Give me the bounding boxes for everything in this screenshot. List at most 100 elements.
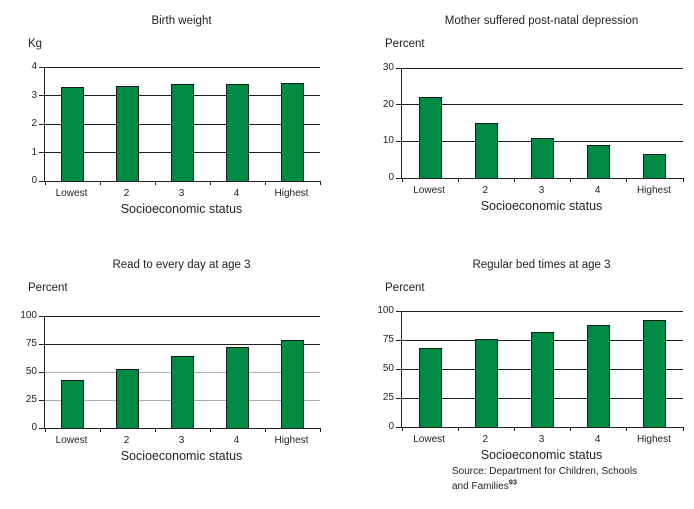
x-tick	[626, 427, 628, 431]
x-category-label: 2	[482, 185, 489, 196]
y-tick	[396, 177, 402, 179]
bar-2	[474, 123, 498, 178]
bar-4	[587, 324, 611, 427]
y-tick	[396, 104, 402, 106]
x-tick	[209, 181, 211, 185]
x-category-label: Highest	[636, 434, 671, 445]
y-tick	[396, 397, 402, 399]
chart-post-natal-depression: Mother suffered post-natal depression Pe…	[347, 8, 694, 243]
source-note-superscript: 93	[508, 477, 518, 487]
x-category-labels: Lowest 2 3 4 Highest	[401, 434, 682, 447]
y-tick	[396, 426, 402, 428]
y-tick-label: 0	[388, 172, 394, 183]
x-tick	[457, 178, 459, 182]
x-category-label: Highest	[274, 435, 309, 446]
gridline	[45, 343, 320, 345]
chart-title: Mother suffered post-natal depression	[444, 15, 639, 27]
chart-title: Read to every day at age 3	[112, 259, 251, 271]
x-tick	[44, 181, 46, 185]
x-category-label: 3	[178, 188, 185, 199]
bar-highest	[281, 339, 304, 428]
x-axis-title: Socioeconomic status	[480, 199, 603, 213]
plot-area: 0 10 20 30	[383, 62, 684, 183]
source-note-line1: Source: Department for Children, Schools	[452, 466, 638, 477]
y-tick	[396, 67, 402, 69]
x-tick	[319, 428, 321, 432]
bar-2	[474, 338, 498, 427]
bar-3	[171, 84, 194, 181]
x-category-label: Highest	[636, 185, 671, 196]
y-tick-label: 10	[382, 135, 394, 147]
chart-birth-weight: Birth weight Kg 0 1 2 3 4 Lowest 2 3 4 Highest S…	[0, 8, 347, 243]
y-tick-label: 1	[31, 146, 37, 158]
bar-2	[116, 368, 139, 428]
y-tick	[396, 368, 402, 370]
x-tick	[154, 428, 156, 432]
plot-area: 0 25 50 75 100	[377, 305, 684, 432]
x-category-label: 4	[233, 435, 240, 446]
y-tick-label: 50	[25, 366, 37, 377]
x-category-labels: Lowest 2 3 4 Highest	[44, 188, 319, 201]
x-tick	[626, 178, 628, 182]
y-unit-label: Percent	[28, 282, 68, 294]
x-category-label: 2	[123, 188, 130, 199]
x-category-label: 4	[233, 188, 240, 199]
x-tick	[99, 428, 101, 432]
y-tick	[39, 152, 45, 153]
x-tick	[513, 178, 515, 182]
x-category-label: 4	[594, 434, 601, 445]
x-tick	[401, 427, 403, 431]
source-note-line2: and Families	[452, 481, 509, 492]
x-category-labels: Lowest 2 3 4 Highest	[401, 185, 682, 198]
x-category-label: 3	[538, 185, 545, 196]
bar-3	[171, 356, 194, 428]
y-unit-label: Percent	[385, 38, 425, 50]
y-tick-label: 4	[31, 61, 37, 72]
x-tick	[154, 181, 156, 185]
x-tick	[99, 181, 101, 185]
y-tick	[396, 310, 402, 312]
y-tick	[39, 66, 45, 68]
gridline	[45, 315, 320, 317]
bar-highest	[643, 154, 667, 178]
x-axis-title: Socioeconomic status	[120, 202, 243, 216]
y-unit-label: Percent	[385, 282, 425, 294]
x-tick	[570, 178, 572, 182]
x-category-label: 2	[123, 435, 130, 446]
x-tick	[570, 427, 572, 431]
bar-4	[587, 145, 611, 178]
chart-title: Birth weight	[151, 15, 212, 27]
plot-area: 0 25 50 75 100	[20, 310, 321, 433]
x-tick	[682, 427, 684, 431]
bar-4	[226, 84, 249, 181]
bar-4	[226, 347, 249, 428]
x-axis-title: Socioeconomic status	[480, 448, 603, 462]
gridline	[402, 104, 683, 106]
x-category-label: 3	[538, 434, 545, 445]
source-note: Source: Department for Children, Schools…	[452, 464, 672, 494]
plot-area: 0 1 2 3 4	[31, 61, 321, 186]
y-tick-label: 75	[25, 338, 37, 349]
bar-highest	[281, 82, 304, 181]
y-tick	[39, 427, 45, 429]
x-tick	[264, 181, 266, 185]
bar-lowest	[418, 97, 442, 178]
y-tick	[39, 315, 45, 317]
chart-regular-bed-times: Regular bed times at age 3 Percent 0 25 50…	[347, 252, 694, 487]
x-axis-title: Socioeconomic status	[120, 449, 243, 463]
bar-lowest	[418, 348, 442, 427]
y-tick-label: 3	[31, 89, 37, 101]
x-tick	[44, 428, 46, 432]
y-unit-label: Kg	[28, 38, 43, 50]
y-tick	[39, 123, 45, 125]
y-tick	[396, 140, 402, 142]
y-tick	[39, 399, 45, 401]
y-tick-label: 25	[382, 392, 394, 403]
y-tick-label: 75	[382, 334, 394, 345]
bar-2	[116, 85, 139, 181]
y-tick-label: 20	[382, 98, 394, 110]
x-tick	[401, 178, 403, 182]
bar-lowest	[61, 379, 84, 428]
y-tick-label: 50	[382, 363, 394, 374]
